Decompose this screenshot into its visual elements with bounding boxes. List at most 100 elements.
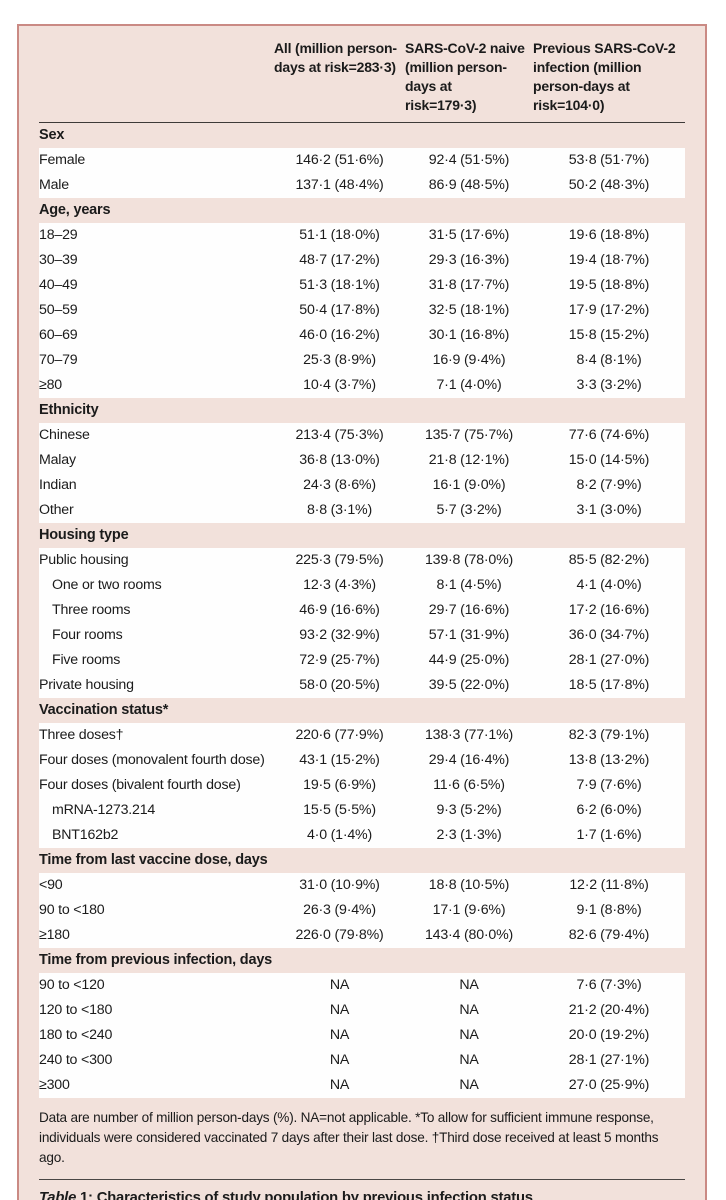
caption-text: Characteristics of study population by p… [96, 1190, 533, 1200]
row-label: Five rooms [52, 652, 121, 668]
row-value: 46·0 (16·2%) [299, 327, 380, 343]
row-label: 240 to <300 [39, 1052, 113, 1068]
row-value: 8·2 (7·9%) [576, 477, 642, 493]
row-value: NA [459, 1027, 479, 1043]
row-value: 27·0 (25·9%) [568, 1077, 650, 1093]
row-value: NA [329, 1027, 350, 1043]
row-label: ≥180 [39, 927, 70, 943]
table-row: mRNA-1273.214 15·5 (5·5%) 9·3 (5·2%) 6·2 (6… [39, 798, 685, 823]
row-value: 82·3 (79·1%) [568, 727, 650, 743]
row-value: 4·0 (1·4%) [306, 827, 373, 843]
row-value: 220·6 (77·9%) [295, 727, 384, 743]
caption-title-word: Table [39, 1190, 77, 1200]
row-label: 120 to <180 [39, 1002, 113, 1018]
row-label: Chinese [39, 427, 90, 443]
row-label: mRNA-1273.214 [52, 802, 156, 818]
row-value: 51·1 (18·0%) [299, 227, 380, 243]
table-body: Sex Female 146·2 (51·6%) 92·4 (51·5%) 53·8 … [39, 123, 685, 1098]
row-value: 82·6 (79·4%) [568, 927, 650, 943]
row-value: 18·8 (10·5%) [428, 877, 510, 893]
row-value: 9·3 (5·2%) [436, 802, 502, 818]
row-value: 16·9 (9·4%) [432, 352, 506, 368]
row-value: NA [459, 1002, 479, 1018]
row-value: 3·3 (3·2%) [576, 377, 642, 393]
row-value: NA [329, 1077, 350, 1093]
row-value: 5·7 (3·2%) [436, 502, 502, 518]
table-row: 90 to <180 26·3 (9·4%) 17·1 (9·6%) 9·1 (8·8… [39, 898, 685, 923]
row-value: 43·1 (15·2%) [299, 752, 380, 768]
row-value: 58·0 (20·5%) [299, 677, 380, 693]
table-row: ≥80 10·4 (3·7%) 7·1 (4·0%) 3·3 (3·2%) [39, 373, 685, 398]
table-row: Indian 24·3 (8·6%) 16·1 (9·0%) 8·2 (7·9%) [39, 473, 685, 498]
column-header-all: All (million person-days at risk=283·3) [274, 40, 397, 75]
row-value: 50·4 (17·8%) [299, 302, 380, 318]
row-value: 16·1 (9·0%) [432, 477, 506, 493]
row-label: ≥300 [39, 1077, 70, 1093]
row-value: 29·4 (16·4%) [428, 752, 510, 768]
footnote: Data are number of million person-days (… [39, 1110, 659, 1165]
row-value: 21·8 (12·1%) [428, 452, 510, 468]
row-value: 29·3 (16·3%) [428, 252, 510, 268]
row-label: Three doses† [39, 727, 124, 743]
table-row: Three doses† 220·6 (77·9%) 138·3 (77·1%) 82… [39, 723, 685, 748]
table-row: <90 31·0 (10·9%) 18·8 (10·5%) 12·2 (11·8%) [39, 873, 685, 898]
row-label: One or two rooms [52, 577, 162, 593]
row-value: 7·9 (7·6%) [576, 777, 642, 793]
row-value: 9·1 (8·8%) [576, 902, 642, 918]
row-label: 90 to <180 [39, 902, 105, 918]
row-value: 139·8 (78·0%) [424, 552, 514, 568]
table-row: 180 to <240 NA NA 20·0 (19·2%) [39, 1023, 685, 1048]
column-header-naive: SARS-CoV-2 naive (million person-days at… [405, 40, 525, 113]
row-value: NA [459, 1077, 479, 1093]
row-value: 48·7 (17·2%) [299, 252, 380, 268]
row-value: 19·4 (18·7%) [568, 252, 650, 268]
row-label: 70–79 [39, 352, 78, 368]
table-row: 70–79 25·3 (8·9%) 16·9 (9·4%) 8·4 (8·1%) [39, 348, 685, 373]
section-rows: 18–29 51·1 (18·0%) 31·5 (17·6%) 19·6 (18·8%… [39, 223, 685, 398]
row-value: 28·1 (27·0%) [568, 652, 650, 668]
table-row: 60–69 46·0 (16·2%) 30·1 (16·8%) 15·8 (15·2%… [39, 323, 685, 348]
row-value: 93·2 (32·9%) [299, 627, 380, 643]
row-value: 31·0 (10·9%) [299, 877, 380, 893]
row-value: 32·5 (18·1%) [428, 302, 510, 318]
row-label: Malay [39, 452, 76, 468]
row-value: 86·9 (48·5%) [428, 177, 510, 193]
row-value: 19·6 (18·8%) [568, 227, 650, 243]
row-value: 8·1 (4·5%) [436, 577, 502, 593]
row-value: 31·5 (17·6%) [428, 227, 510, 243]
row-value: 13·8 (13·2%) [568, 752, 650, 768]
section-rows: Chinese 213·4 (75·3%) 135·7 (75·7%) 77·6 (7… [39, 423, 685, 523]
row-label: Three rooms [52, 602, 131, 618]
section-rows: Public housing 225·3 (79·5%) 139·8 (78·0%)… [39, 548, 685, 698]
table-row: ≥300 NA NA 27·0 (25·9%) [39, 1073, 685, 1098]
table-row: 30–39 48·7 (17·2%) 29·3 (16·3%) 19·4 (18·7%… [39, 248, 685, 273]
row-value: 44·9 (25·0%) [428, 652, 510, 668]
row-value: 226·0 (79·8%) [295, 927, 384, 943]
row-value: 17·9 (17·2%) [568, 302, 650, 318]
row-value: 50·2 (48·3%) [568, 177, 650, 193]
table-row: 90 to <120 NA NA 7·6 (7·3%) [39, 973, 685, 998]
row-label: Female [39, 152, 86, 168]
row-value: 8·8 (3·1%) [306, 502, 373, 518]
row-value: 46·9 (16·6%) [299, 602, 380, 618]
row-label: Male [39, 177, 69, 193]
row-value: 1·7 (1·6%) [576, 827, 642, 843]
caption-number: 1: [80, 1190, 93, 1200]
row-value: 51·3 (18·1%) [299, 277, 380, 293]
row-value: 57·1 (31·9%) [428, 627, 510, 643]
row-value: 11·6 (6·5%) [433, 777, 505, 793]
row-value: 12·2 (11·8%) [569, 877, 649, 893]
row-value: 19·5 (6·9%) [303, 777, 376, 793]
table-row: 120 to <180 NA NA 21·2 (20·4%) [39, 998, 685, 1023]
row-label: 90 to <120 [39, 977, 105, 993]
row-value: 146·2 (51·6%) [295, 152, 384, 168]
row-value: 31·8 (17·7%) [428, 277, 510, 293]
table-row: Other 8·8 (3·1%) 5·7 (3·2%) 3·1 (3·0%) [39, 498, 685, 523]
table-caption: Table 1: Characteristics of study popula… [39, 1180, 685, 1200]
row-value: 7·1 (4·0%) [436, 377, 502, 393]
table-row: Four doses (monovalent fourth dose) 43·1 … [39, 748, 685, 773]
row-label: 18–29 [39, 227, 78, 243]
row-value: 15·8 (15·2%) [568, 327, 650, 343]
table-row: Malay 36·8 (13·0%) 21·8 (12·1%) 15·0 (14·5%… [39, 448, 685, 473]
